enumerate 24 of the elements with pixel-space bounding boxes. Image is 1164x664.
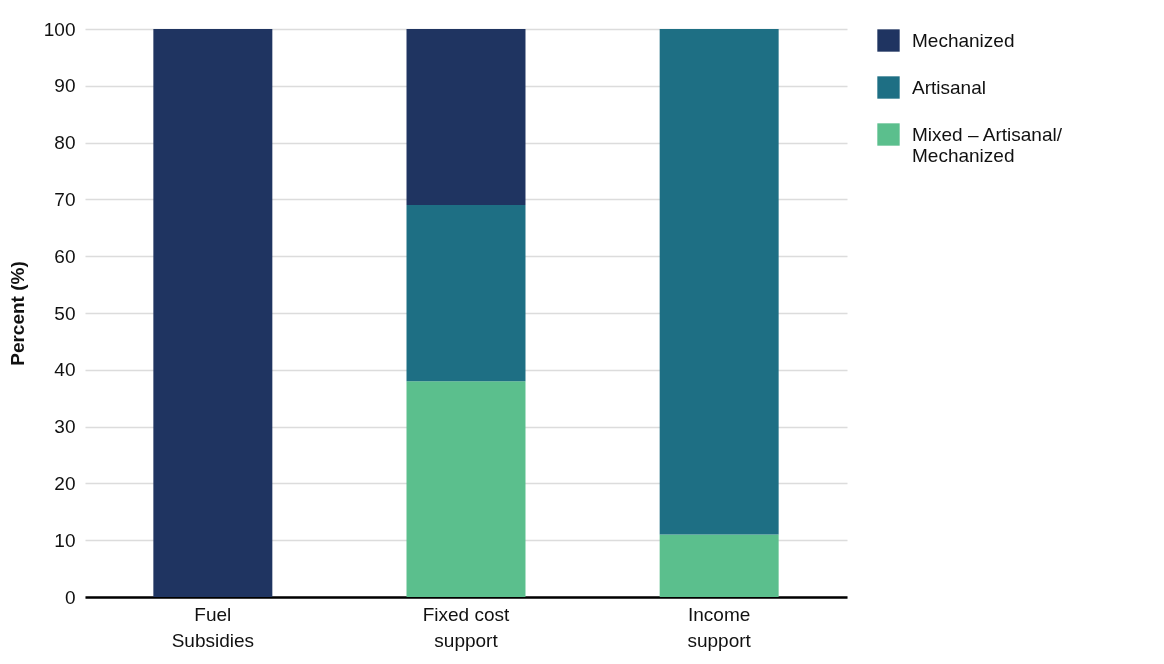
y-tick-label: 70 <box>54 188 76 210</box>
y-tick-label: 0 <box>64 586 76 608</box>
y-tick-label: 30 <box>54 416 76 438</box>
y-tick-label: 10 <box>54 529 76 551</box>
bar <box>153 29 273 597</box>
legend-label: Artisanal <box>912 76 986 98</box>
y-tick-label: 60 <box>54 245 76 267</box>
y-tick-label: 100 <box>43 18 76 40</box>
bar <box>659 534 779 597</box>
bar <box>659 29 779 535</box>
bar <box>406 205 526 382</box>
x-tick-label: Fuel Subsidies <box>171 603 255 651</box>
y-tick-label: 80 <box>54 132 76 154</box>
x-tick-label: Income support <box>687 603 752 651</box>
bar <box>406 381 526 597</box>
y-tick-label: 50 <box>54 302 76 324</box>
legend-label: Mechanized <box>912 29 1015 51</box>
y-tick-label: 90 <box>54 75 76 97</box>
y-tick-label: 40 <box>54 359 76 381</box>
y-tick-label: 20 <box>54 472 76 494</box>
y-axis-title: Percent (%) <box>6 261 28 366</box>
bar <box>406 29 526 206</box>
legend-label: Mixed – Artisanal/ Mechanized <box>912 123 1063 166</box>
x-tick-label: Fixed cost support <box>422 603 511 651</box>
